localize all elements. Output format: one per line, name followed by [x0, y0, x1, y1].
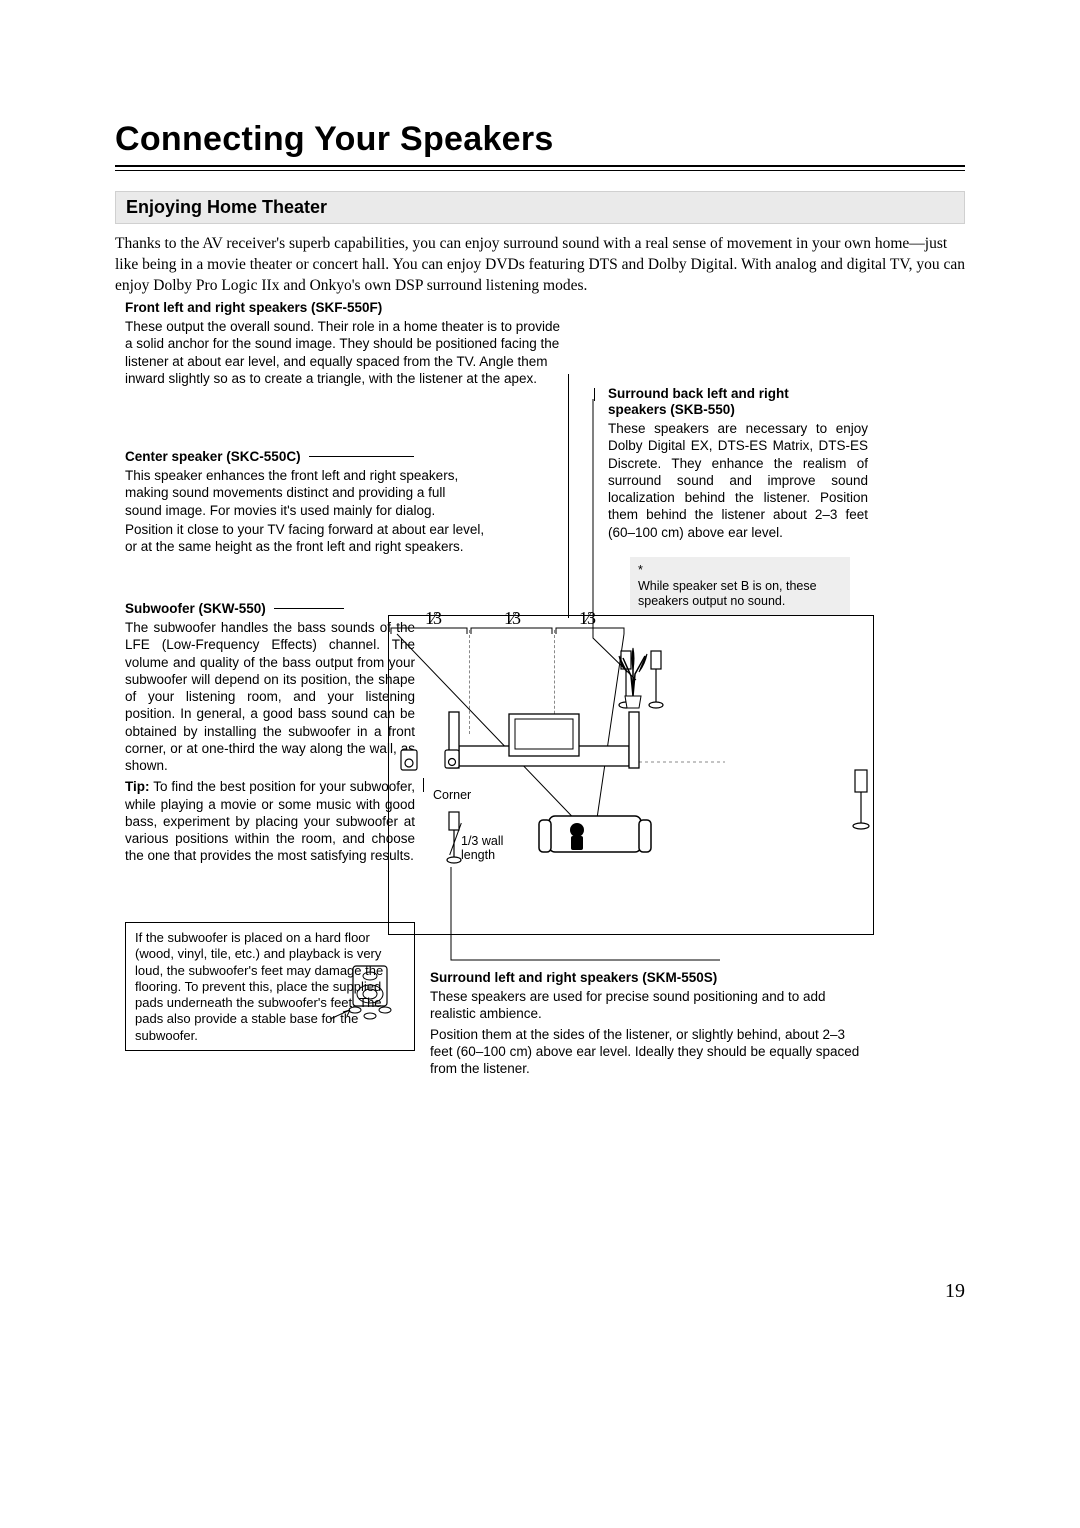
leader-line	[309, 456, 414, 457]
center-speaker-block: Center speaker (SKC-550C) This speaker e…	[125, 448, 485, 555]
center-heading: Center speaker (SKC-550C)	[125, 449, 301, 464]
front-heading: Front left and right speakers (SKF-550F)	[125, 300, 565, 315]
title-rule	[115, 165, 965, 171]
section-heading: Enjoying Home Theater	[115, 191, 965, 224]
sub-heading: Subwoofer (SKW-550)	[125, 601, 266, 616]
leader-line	[448, 864, 728, 974]
subwoofer-block: Subwoofer (SKW-550) The subwoofer handle…	[125, 600, 415, 865]
surround-side-block: Surround left and right speakers (SKM-55…	[430, 970, 860, 1077]
front-text: These output the overall sound. Their ro…	[125, 318, 565, 387]
sub-box-text: If the subwoofer is placed on a hard flo…	[135, 930, 383, 1043]
tip-label: Tip:	[125, 779, 150, 794]
corner-label: Corner	[433, 788, 471, 803]
tip-text: To find the best position for your subwo…	[125, 779, 415, 863]
leader-line	[592, 398, 672, 688]
sub-tip: Tip: To find the best position for your …	[125, 778, 415, 864]
page-title: Connecting Your Speakers	[115, 120, 965, 159]
leader-line	[568, 374, 569, 618]
subwoofer-pad-note: If the subwoofer is placed on a hard flo…	[125, 922, 415, 1051]
center-text1: This speaker enhances the front left and…	[125, 467, 485, 519]
center-text2: Position it close to your TV facing forw…	[125, 521, 485, 556]
surr-side-text2: Position them at the sides of the listen…	[430, 1026, 860, 1078]
wall-length-label2: length	[461, 848, 495, 863]
intro-paragraph: Thanks to the AV receiver's superb capab…	[115, 234, 965, 297]
leader-line	[274, 608, 344, 609]
page-number: 19	[945, 1280, 965, 1303]
surr-side-text1: These speakers are used for precise soun…	[430, 988, 860, 1023]
front-speakers-block: Front left and right speakers (SKF-550F)…	[125, 300, 565, 387]
wall-length-label1: 1/3 wall	[461, 834, 503, 849]
sub-text1: The subwoofer handles the bass sounds of…	[125, 619, 415, 774]
